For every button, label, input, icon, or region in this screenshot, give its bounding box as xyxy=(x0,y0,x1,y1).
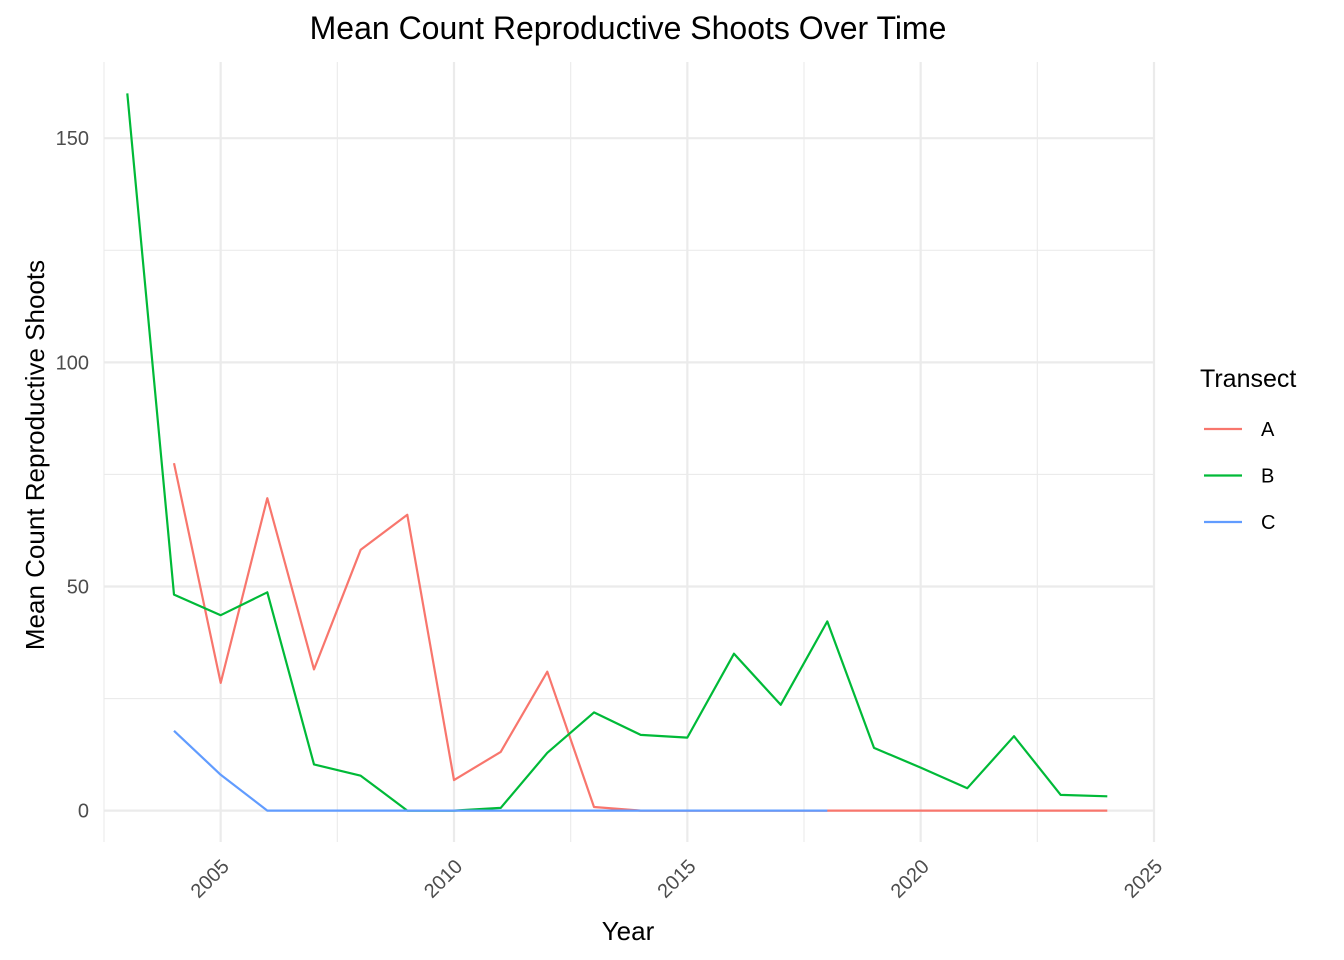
series-line-a xyxy=(172,462,1108,812)
gridlines xyxy=(103,62,1156,842)
x-tick-label: 2010 xyxy=(420,856,467,903)
y-axis-tick-labels: 0 50 100 150 xyxy=(56,128,89,822)
series-line-b xyxy=(126,93,1108,812)
legend-label-b: B xyxy=(1261,466,1274,488)
chart-title: Mean Count Reproductive Shoots Over Time xyxy=(310,10,947,46)
series-lines xyxy=(126,93,1108,812)
x-tick-label: 2025 xyxy=(1120,856,1167,903)
legend-label-a: A xyxy=(1261,419,1275,441)
x-tick-label: 2020 xyxy=(887,856,934,903)
series-line-c xyxy=(173,729,828,812)
y-tick-label: 150 xyxy=(56,128,89,150)
legend: Transect A B C xyxy=(1200,365,1296,534)
y-tick-label: 50 xyxy=(67,576,89,598)
legend-title: Transect xyxy=(1200,365,1296,393)
y-tick-label: 0 xyxy=(78,801,89,823)
legend-label-c: C xyxy=(1261,512,1275,534)
x-tick-label: 2015 xyxy=(653,856,700,903)
y-axis-title: Mean Count Reproductive Shoots xyxy=(20,260,50,650)
x-tick-label: 2005 xyxy=(187,856,234,903)
x-axis-tick-labels: 2005 2010 2015 2020 2025 xyxy=(187,856,1167,903)
x-axis-title: Year xyxy=(602,916,655,946)
y-tick-label: 100 xyxy=(56,352,89,374)
